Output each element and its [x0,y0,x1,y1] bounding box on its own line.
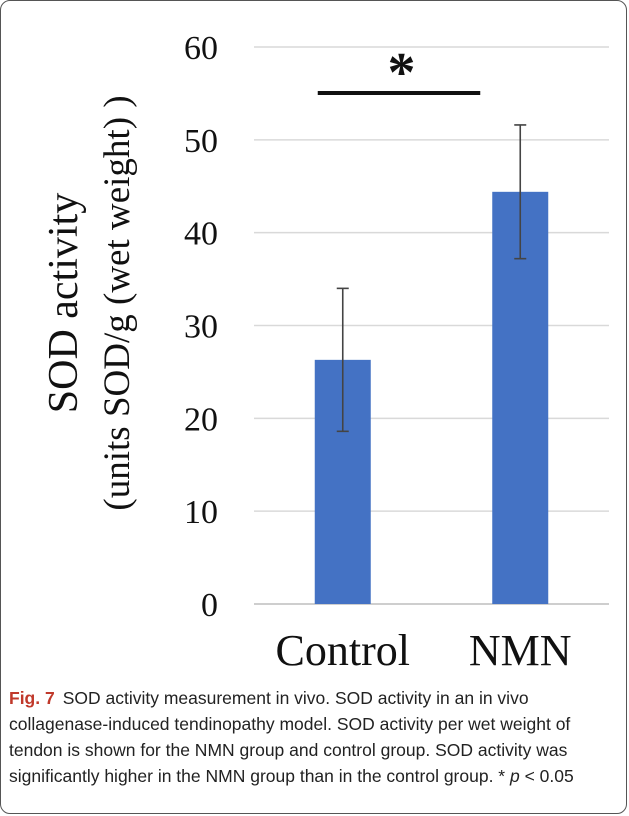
y-tick-label: 60 [184,30,218,67]
y-tick-label: 50 [184,123,218,160]
significance-star: * [388,42,416,104]
x-category-label: NMN [469,626,572,675]
y-tick-label: 0 [201,587,218,624]
y-axis-label-line2: (units SOD/g (wet weight) ) [97,95,138,510]
x-category-label: Control [276,626,410,675]
y-tick-label: 40 [184,216,218,253]
y-tick-label: 10 [184,494,218,531]
figure-caption: Fig. 7 SOD activity measurement in vivo. … [9,685,609,789]
p-symbol: p [509,766,520,786]
error-bar-nmn [514,124,527,260]
y-tick-label: 20 [184,401,218,438]
error-bar-control [336,287,349,433]
bar-nmn [492,191,549,604]
y-axis-label-line1: SOD activity [41,193,87,413]
y-tick-label: 30 [184,309,218,346]
p-threshold: < 0.05 [519,766,574,786]
figure-label: Fig. 7 [9,688,55,708]
caption-text: SOD activity measurement in vivo. SOD ac… [9,688,571,786]
